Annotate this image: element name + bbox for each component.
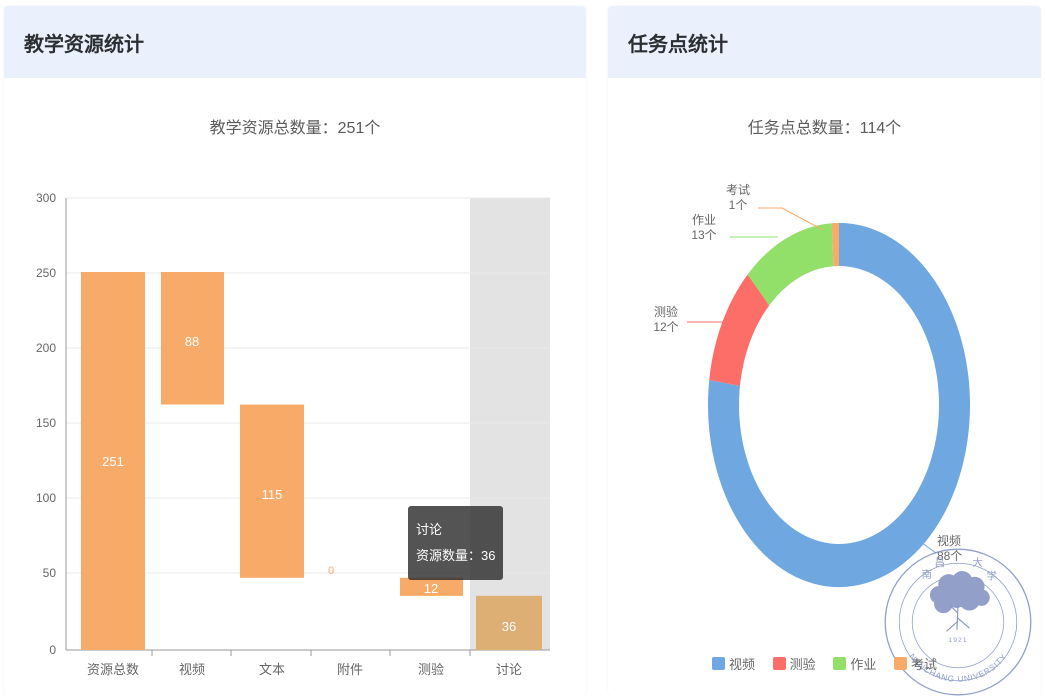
svg-text:测验: 测验 [654,304,678,319]
svg-text:1个: 1个 [729,198,748,212]
svg-text:0: 0 [328,565,334,577]
svg-text:测验: 测验 [418,662,444,677]
svg-text:附件: 附件 [337,662,363,677]
svg-text:南: 南 [922,568,932,581]
svg-text:学: 学 [987,569,997,582]
svg-text:115: 115 [262,487,283,502]
svg-text:50: 50 [43,566,57,580]
svg-text:12个: 12个 [653,320,678,334]
svg-text:12: 12 [424,581,438,596]
svg-text:作业: 作业 [692,213,716,227]
svg-text:100: 100 [36,491,56,505]
svg-text:文本: 文本 [259,662,285,677]
svg-text:资源总数: 资源总数 [87,662,139,677]
svg-text:1921: 1921 [948,637,967,644]
svg-text:88: 88 [185,334,199,349]
svg-text:251: 251 [102,454,124,469]
svg-text:大: 大 [973,556,983,569]
svg-text:0: 0 [49,643,56,657]
svg-text:昌: 昌 [935,557,945,569]
svg-text:考试: 考试 [726,182,750,197]
svg-text:150: 150 [36,416,56,430]
svg-text:300: 300 [36,191,56,205]
svg-text:36: 36 [502,619,516,634]
svg-text:讨论: 讨论 [496,662,522,677]
svg-text:视频: 视频 [179,662,205,677]
svg-text:250: 250 [36,266,56,280]
svg-text:200: 200 [36,341,56,355]
svg-text:13个: 13个 [691,228,716,242]
